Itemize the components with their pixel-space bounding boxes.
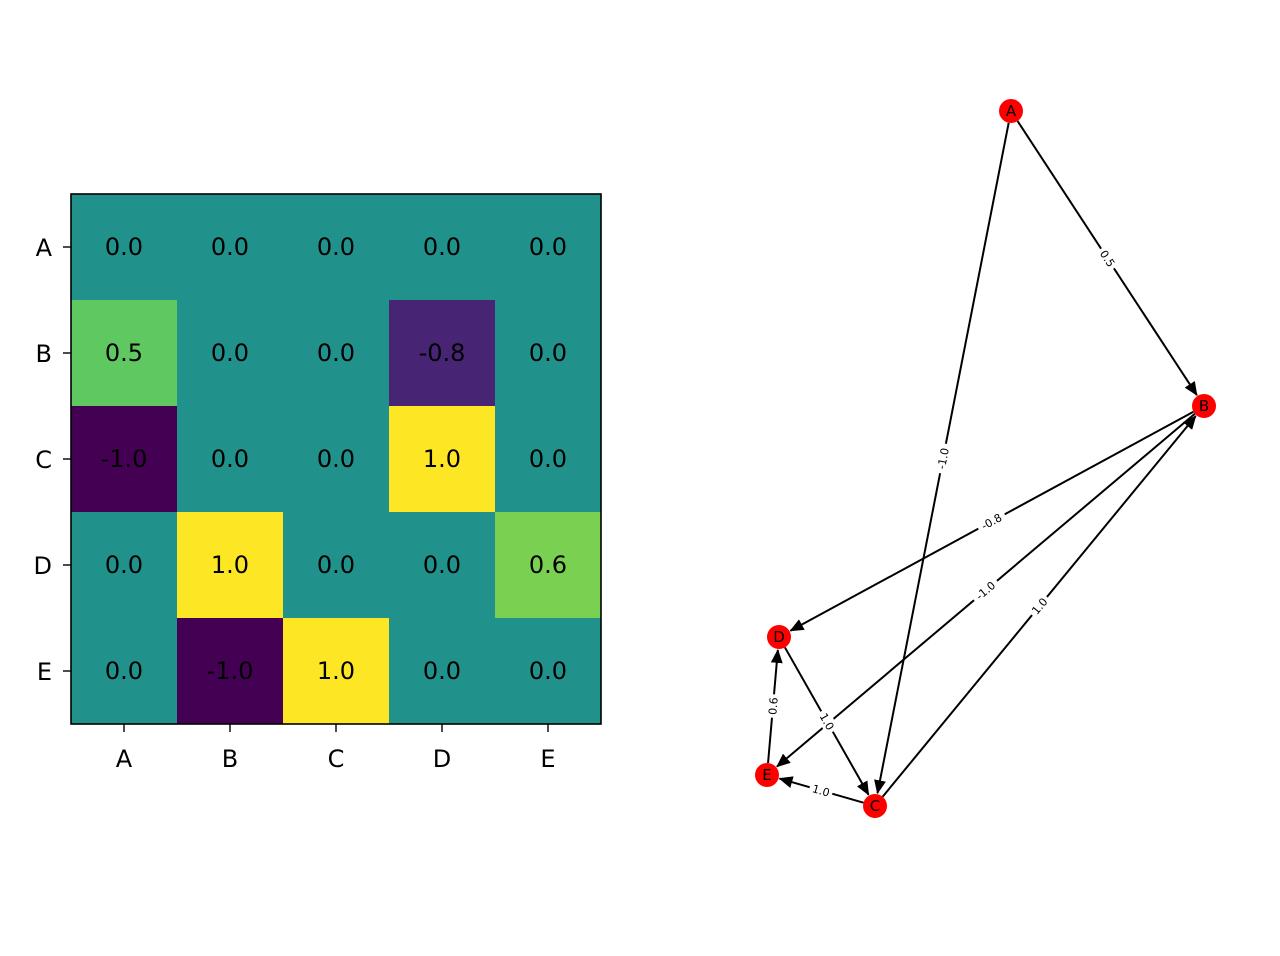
heatmap-chart: 0.0 0.0 0.0 0.0 0.0 0.5 0.0 0.0 -0.8 0.0 -1.0 0.0 0.… <box>34 193 602 773</box>
edge-label-bg <box>807 780 835 801</box>
heatmap-cell-label: 1.0 <box>317 657 355 685</box>
edge-label-group: 1.0 <box>807 780 835 801</box>
heatmap-cell <box>283 618 390 725</box>
node-label: A <box>1006 102 1017 120</box>
heatmap-cell <box>283 512 390 619</box>
heatmap-cell-label: -1.0 <box>207 657 254 685</box>
heatmap-cell-label: 0.5 <box>105 339 143 367</box>
heatmap-cell <box>177 618 284 725</box>
edge-label-group: 0.6 <box>765 693 781 719</box>
heatmap-cell-label: -1.0 <box>101 445 148 473</box>
node-label: D <box>773 628 785 646</box>
edge-label-bg <box>815 707 839 736</box>
edge-label-bg <box>969 575 1002 606</box>
heatmap-cell-label: 0.0 <box>529 339 567 367</box>
x-tick-label: C <box>328 745 345 773</box>
heatmap-cell-label: 0.0 <box>317 339 355 367</box>
x-tick-label: B <box>222 745 238 773</box>
heatmap-cell-label: 0.0 <box>317 551 355 579</box>
edge-label-bg <box>1026 592 1053 620</box>
heatmap-cell <box>389 406 496 513</box>
heatmap-cell <box>283 406 390 513</box>
heatmap-cell-label: 0.0 <box>529 233 567 261</box>
edge-label-group: -0.8 <box>974 508 1009 535</box>
heatmap-cell-label: 0.0 <box>529 445 567 473</box>
heatmap-cell <box>71 618 178 725</box>
heatmap-cell-label: 1.0 <box>423 445 461 473</box>
heatmap-cell <box>177 406 284 513</box>
heatmap-cell-label: 0.0 <box>317 445 355 473</box>
heatmap-cell-label: 0.0 <box>423 233 461 261</box>
edge-label-group: -1.0 <box>933 442 953 475</box>
node-E <box>755 763 779 787</box>
x-tick-label: D <box>433 745 451 773</box>
node-C <box>863 794 887 818</box>
heatmap-cell <box>71 194 178 301</box>
heatmap-cell-label: 0.0 <box>529 657 567 685</box>
y-tick-label: D <box>34 552 52 580</box>
x-tick-label: E <box>540 745 555 773</box>
heatmap-cell <box>177 194 284 301</box>
edge-label-bg <box>933 442 953 475</box>
heatmap-cell-label: 0.0 <box>211 445 249 473</box>
node-label: C <box>870 797 880 815</box>
y-tick-label: C <box>35 446 52 474</box>
heatmap-cell-label: 0.0 <box>105 551 143 579</box>
heatmap-cell <box>495 618 602 725</box>
heatmap-cell <box>71 300 178 407</box>
heatmap-cell <box>495 300 602 407</box>
edge-weight-label: 0.6 <box>766 697 780 716</box>
heatmap-cell <box>389 300 496 407</box>
heatmap-cell <box>389 618 496 725</box>
edge-label-bg <box>1095 244 1120 273</box>
heatmap-cell <box>283 194 390 301</box>
heatmap-cell-label: 0.0 <box>211 339 249 367</box>
node-label: B <box>1199 397 1209 415</box>
y-tick-label: A <box>36 234 53 262</box>
node-B <box>1192 394 1216 418</box>
heatmap-cell-label: 0.6 <box>529 551 567 579</box>
edge-label-group: 0.5 <box>1095 244 1120 273</box>
edge-weight-label: -1.0 <box>935 447 952 471</box>
heatmap-cell <box>495 512 602 619</box>
heatmap-cell-label: 1.0 <box>211 551 249 579</box>
heatmap-cell <box>389 512 496 619</box>
heatmap-cell <box>389 194 496 301</box>
y-tick-label: E <box>37 658 52 686</box>
heatmap-cell-label: -0.8 <box>419 339 466 367</box>
heatmap-cell-label: 0.0 <box>211 233 249 261</box>
heatmap-cell <box>177 300 284 407</box>
edge-label-bg <box>765 693 781 719</box>
heatmap-cell <box>177 512 284 619</box>
heatmap-cell-label: 0.0 <box>317 233 355 261</box>
node-label: E <box>762 766 771 784</box>
edge-label-bg <box>974 508 1009 535</box>
node-A <box>999 99 1023 123</box>
heatmap-cell <box>71 406 178 513</box>
heatmap-cell <box>283 300 390 407</box>
x-tick-label: A <box>116 745 133 773</box>
y-tick-label: B <box>36 340 52 368</box>
heatmap-cell-label: 0.0 <box>423 551 461 579</box>
node-D <box>767 625 791 649</box>
heatmap-cell-label: 0.0 <box>105 233 143 261</box>
heatmap-cell <box>495 194 602 301</box>
heatmap-cell <box>71 512 178 619</box>
heatmap-cell-label: 0.0 <box>423 657 461 685</box>
heatmap-cell <box>495 406 602 513</box>
edge-weight-label: 1.0 <box>811 782 831 799</box>
heatmap-cell-label: 0.0 <box>105 657 143 685</box>
